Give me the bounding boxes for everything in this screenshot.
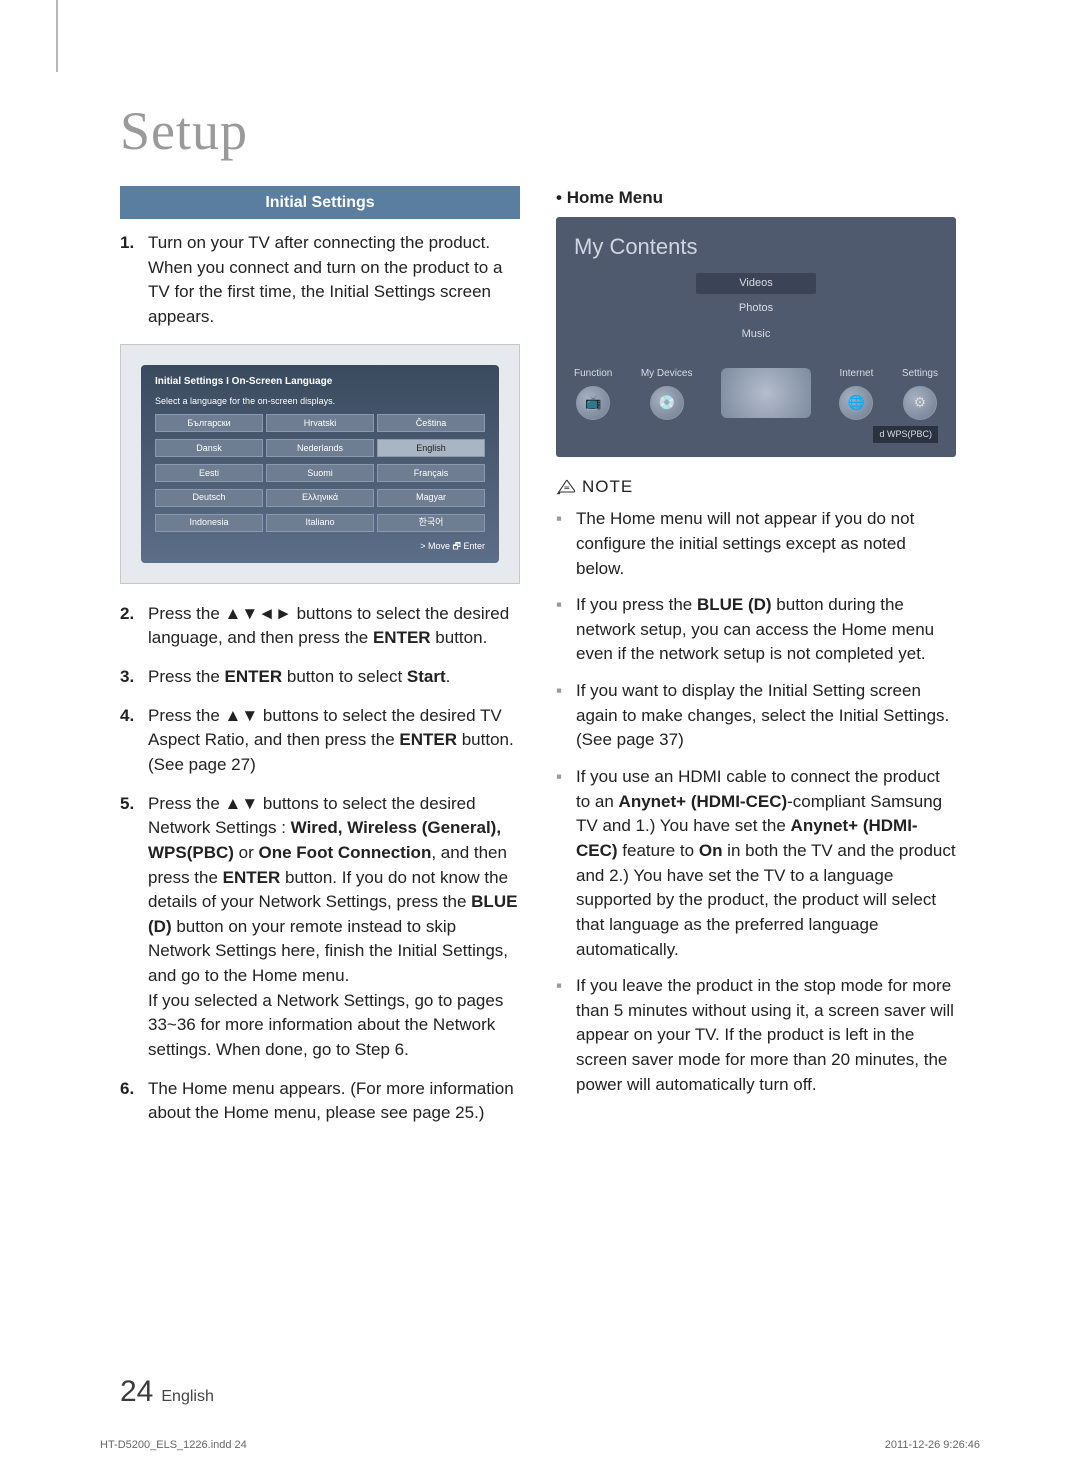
step-6: The Home menu appears. (For more informa… [120, 1077, 520, 1126]
settings-icon: ⚙ [903, 386, 937, 420]
lang-cell: Dansk [155, 439, 263, 457]
language-screenshot: Initial Settings I On-Screen Language Se… [120, 344, 520, 584]
print-date: 2011-12-26 9:26:46 [885, 1439, 980, 1451]
lang-cell: Français [377, 464, 485, 482]
lang-shot-subtitle: Select a language for the on-screen disp… [155, 395, 485, 408]
step-5: Press the ▲▼ buttons to select the desir… [120, 792, 520, 1063]
hb-settings: Settings ⚙ [902, 367, 938, 420]
badge-photos: Photos [696, 298, 816, 320]
disc-icon [721, 368, 811, 418]
lang-cell: Deutsch [155, 489, 263, 507]
lang-cell: Čeština [377, 414, 485, 432]
note-2: If you press the BLUE (D) button during … [556, 593, 956, 667]
lang-cell: Ελληνικά [266, 489, 374, 507]
note-heading: NOTE [556, 475, 956, 500]
badge-music: Music [696, 324, 816, 346]
note-4: If you use an HDMI cable to connect the … [556, 765, 956, 962]
step-4: Press the ▲▼ buttons to select the desir… [120, 704, 520, 778]
step-2: Press the ▲▼◄► buttons to select the des… [120, 602, 520, 651]
print-file: HT-D5200_ELS_1226.indd 24 [100, 1439, 247, 1451]
internet-icon: 🌐 [839, 386, 873, 420]
note-3: If you want to display the Initial Setti… [556, 679, 956, 753]
home-menu-screenshot: My Contents Videos Photos Music Function… [556, 217, 956, 457]
home-menu-label: • Home Menu [556, 186, 956, 211]
hb-internet: Internet 🌐 [839, 367, 873, 420]
note-icon [556, 478, 576, 496]
lang-cell: Nederlands [266, 439, 374, 457]
page-title: Setup [120, 100, 980, 162]
lang-cell: Eesti [155, 464, 263, 482]
section-bar-initial-settings: Initial Settings [120, 186, 520, 219]
note-5: If you leave the product in the stop mod… [556, 974, 956, 1097]
page-number: 24 [120, 1375, 153, 1409]
hb-mydevices: My Devices 💿 [641, 367, 693, 420]
my-contents-title: My Contents [574, 231, 938, 263]
lang-cell: Indonesia [155, 514, 263, 532]
lang-cell: Hrvatski [266, 414, 374, 432]
lang-cell: Suomi [266, 464, 374, 482]
badge-videos: Videos [696, 273, 816, 295]
lang-cell: Italiano [266, 514, 374, 532]
page-lang: English [161, 1388, 213, 1406]
note-1: The Home menu will not appear if you do … [556, 507, 956, 581]
lang-cell: Magyar [377, 489, 485, 507]
step-1: Turn on your TV after connecting the pro… [120, 231, 520, 330]
step-3: Press the ENTER button to select Start. [120, 665, 520, 690]
lang-cell: Български [155, 414, 263, 432]
lang-cell: English [377, 439, 485, 457]
wps-tag: d WPS(PBC) [873, 426, 938, 443]
lang-shot-title: Initial Settings I On-Screen Language [155, 375, 485, 390]
function-icon: 📺 [576, 386, 610, 420]
lang-shot-footer: > Move 🗗 Enter [155, 540, 485, 553]
hb-function: Function 📺 [574, 367, 612, 420]
mydevices-icon: 💿 [650, 386, 684, 420]
lang-cell: 한국어 [377, 514, 485, 532]
